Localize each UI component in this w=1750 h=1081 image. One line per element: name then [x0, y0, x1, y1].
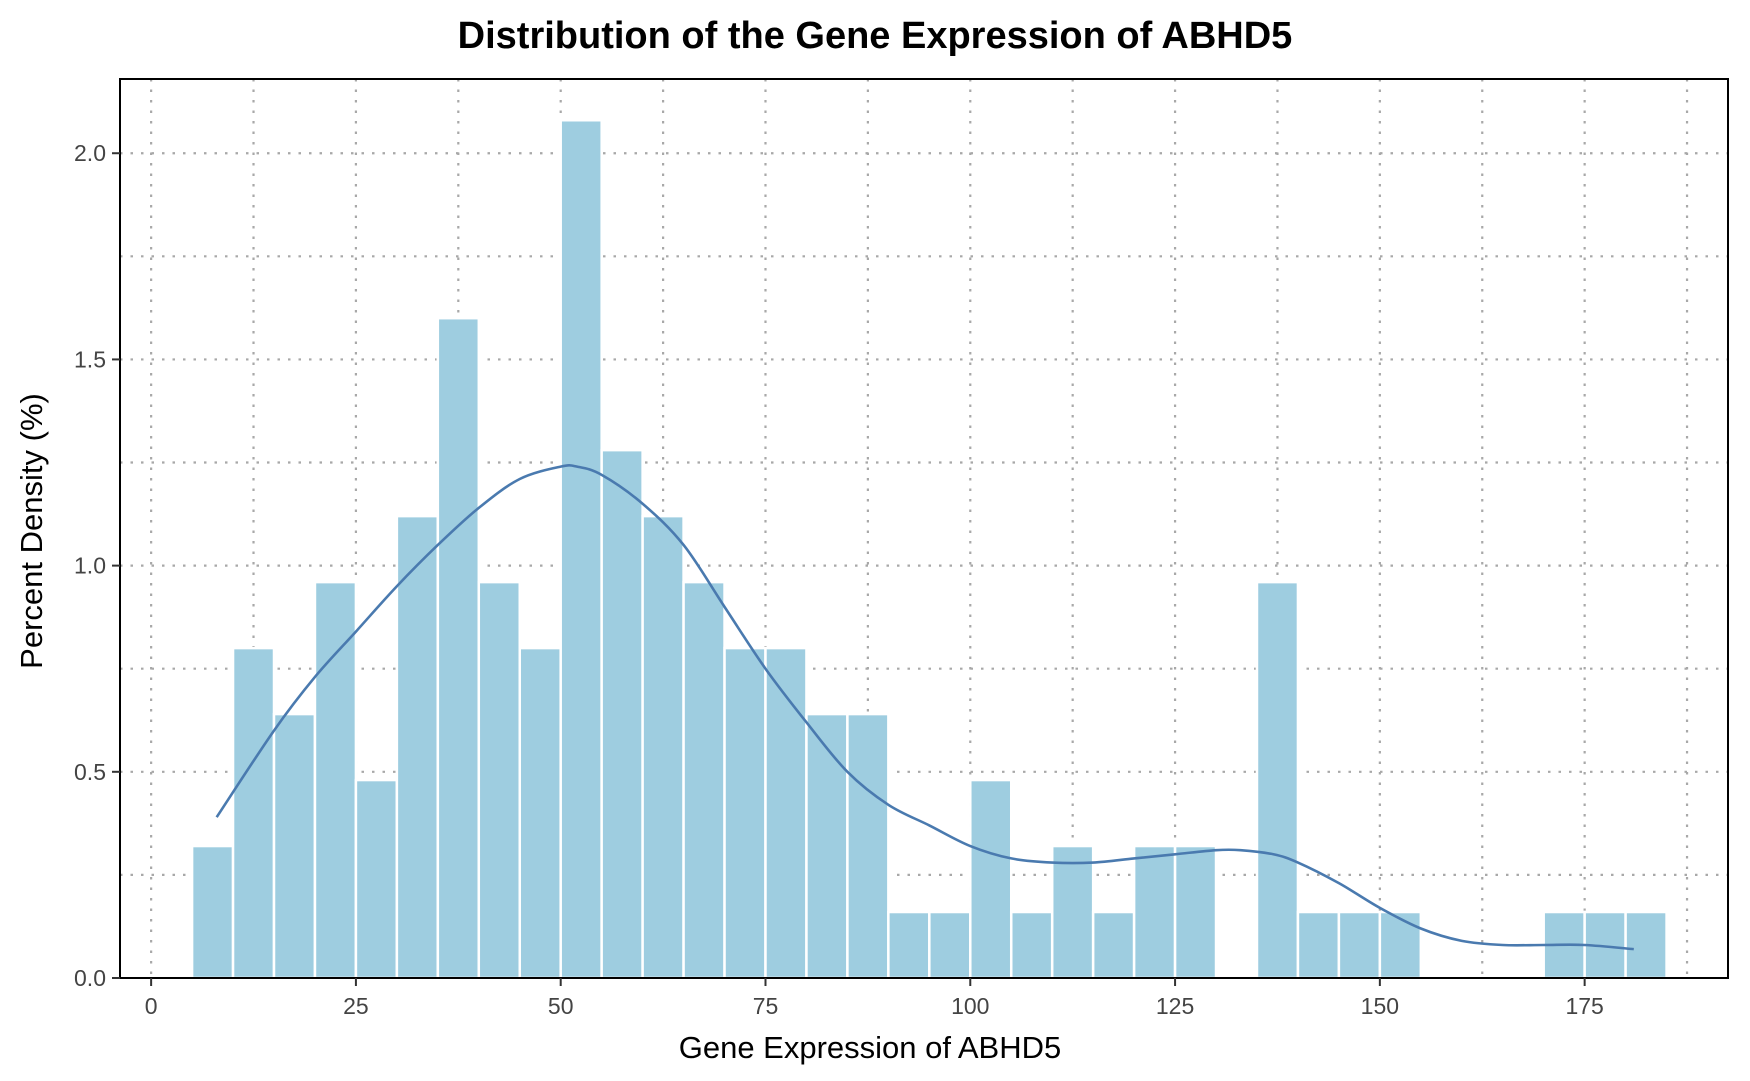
y-tick-label: 0.0 [74, 965, 106, 991]
histogram-bar [805, 712, 849, 980]
histogram-bar [518, 646, 562, 980]
y-tick-label: 1.5 [74, 346, 106, 372]
histogram-bar [723, 646, 767, 980]
histogram-bar [1378, 910, 1423, 980]
histogram-bar [395, 514, 440, 980]
x-tick-label: 100 [951, 993, 989, 1019]
histogram-bars [190, 118, 1668, 980]
y-axis-label: Percent Density (%) [14, 393, 49, 669]
x-tick-label: 125 [1156, 993, 1194, 1019]
plot-frame [119, 78, 1729, 979]
histogram-bar [231, 646, 276, 980]
y-axis-ticks: 0.0 0.5 1.0 1.5 2.0 [74, 140, 120, 991]
histogram-bar [600, 448, 644, 980]
histogram-bar [641, 514, 685, 980]
histogram-bar [1091, 910, 1136, 980]
histogram-bar [1296, 910, 1341, 980]
histogram-bar [1050, 844, 1095, 980]
histogram-bar [887, 910, 931, 980]
y-tick-label: 0.5 [74, 759, 106, 785]
x-axis-ticks: 0 25 50 75 100 125 150 175 [145, 978, 1604, 1019]
x-tick-label: 0 [145, 993, 158, 1019]
histogram-bar [1624, 910, 1668, 980]
x-tick-label: 175 [1565, 993, 1603, 1019]
histogram-bar [477, 580, 521, 980]
histogram-bar [354, 778, 399, 980]
density-curve [215, 464, 1634, 951]
histogram-bar [1255, 580, 1300, 980]
histogram-bar [846, 712, 890, 980]
histogram-bar [190, 844, 235, 980]
histogram-bar [764, 646, 808, 980]
histogram-bar [559, 118, 603, 980]
histogram-bar [436, 316, 481, 980]
histogram-bar [1132, 844, 1177, 980]
histogram-bar [313, 580, 358, 980]
y-tick-label: 1.0 [74, 553, 106, 579]
histogram-bar [1337, 910, 1382, 980]
chart-title: Distribution of the Gene Expression of A… [458, 15, 1293, 57]
x-axis-label: Gene Expression of ABHD5 [679, 1030, 1062, 1065]
x-tick-label: 25 [343, 993, 369, 1019]
histogram-bar [1173, 844, 1218, 980]
x-tick-label: 50 [548, 993, 574, 1019]
histogram-bar [682, 580, 726, 980]
histogram-bar [969, 778, 1013, 980]
y-tick-label: 2.0 [74, 140, 106, 166]
histogram-bar [928, 910, 972, 980]
x-tick-label: 150 [1361, 993, 1399, 1019]
x-tick-label: 75 [753, 993, 779, 1019]
histogram-bar [272, 712, 317, 980]
histogram-bar [1009, 910, 1054, 980]
